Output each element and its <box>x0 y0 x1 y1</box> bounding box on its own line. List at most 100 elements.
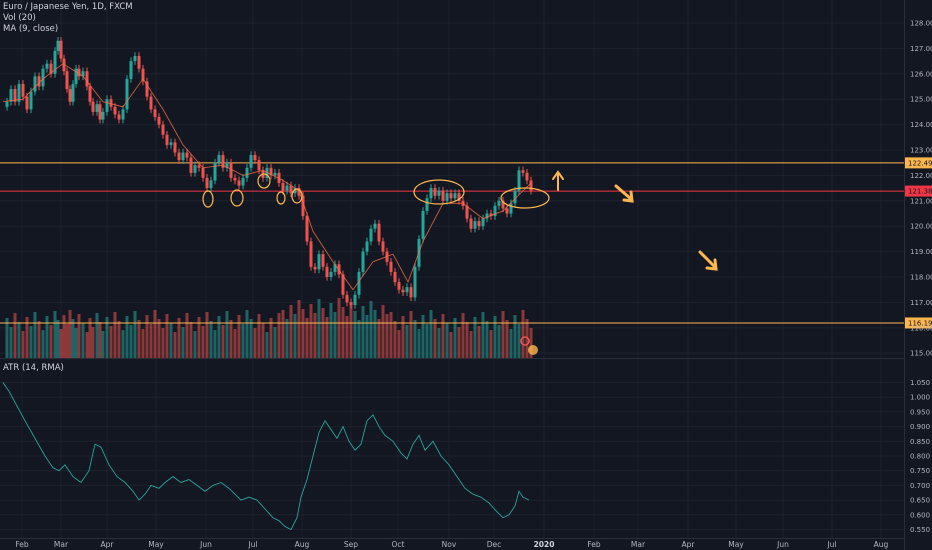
volume-bar <box>497 325 501 358</box>
candle-body <box>365 241 369 252</box>
price-tick-label: 126.000 <box>910 70 932 78</box>
candle-body <box>229 162 233 178</box>
volume-bar <box>409 311 413 358</box>
volume-bar <box>437 328 441 358</box>
candle-body <box>413 266 417 298</box>
volume-bar <box>113 312 117 358</box>
candle-body <box>393 271 397 283</box>
symbol-legend[interactable]: Euro / Japanese Yen, 1D, FXCM Vol (20) M… <box>3 2 133 35</box>
candle-body <box>161 124 165 135</box>
candle-body <box>253 155 257 161</box>
volume-bar <box>245 310 249 358</box>
volume-bar <box>95 313 99 358</box>
volume-bar <box>273 327 277 358</box>
up-arrow-icon <box>552 170 564 191</box>
volume-bar <box>269 318 273 358</box>
volume-bar <box>517 324 521 358</box>
candle-body <box>389 261 393 272</box>
candle-body <box>141 68 145 82</box>
volume-bar <box>81 323 85 358</box>
volume-bar <box>213 330 217 358</box>
candle-body <box>293 188 297 194</box>
ma-legend: MA (9, close) <box>3 24 59 34</box>
volume-bar <box>241 324 245 358</box>
volume-bar <box>25 317 29 358</box>
atr-tick-label: 0.750 <box>910 467 930 475</box>
volume-bar <box>209 321 213 358</box>
candle-body <box>189 157 193 173</box>
candle-body <box>153 109 157 117</box>
price-axis[interactable]: 128.000 127.000 126.000 125.000 124.000 123.0… <box>910 20 932 535</box>
time-tick-label: Sep <box>344 540 358 549</box>
candle-body <box>181 152 185 161</box>
volume-bar <box>49 325 53 358</box>
volume-bar <box>441 314 445 358</box>
level-label: 116.190 <box>908 319 932 327</box>
candle-body <box>5 101 9 107</box>
volume-bar <box>9 327 13 358</box>
time-tick-label: 2020 <box>534 540 555 549</box>
candle-body <box>209 180 213 189</box>
volume-bar <box>153 310 157 358</box>
candle-body <box>345 294 349 303</box>
candle-body <box>85 71 89 87</box>
volume-bar <box>389 312 393 358</box>
volume-bar <box>345 316 349 358</box>
candle-body <box>88 86 92 102</box>
volume-bar <box>53 311 57 358</box>
candle-body <box>353 294 357 305</box>
volume-bar <box>185 313 189 358</box>
candle-body <box>493 205 497 217</box>
candle-body <box>165 134 169 145</box>
price-tick-label: 125.000 <box>910 96 932 104</box>
candle-body <box>305 216 309 242</box>
volume-bar <box>77 314 81 358</box>
candle-body <box>133 56 137 62</box>
candle-body <box>68 89 72 102</box>
candle-body <box>321 254 325 267</box>
volume-bar <box>157 319 161 358</box>
volume-bar <box>473 317 477 358</box>
candle-body <box>333 264 337 272</box>
candle-body <box>441 190 445 201</box>
atr-tick-label: 0.950 <box>910 408 930 416</box>
candle-body <box>37 76 41 87</box>
candle-body <box>429 188 433 199</box>
volume-bar <box>305 318 309 358</box>
level-label-bg <box>905 317 932 329</box>
volume-bar <box>205 312 209 358</box>
circle-drawing <box>500 187 550 209</box>
circle-drawing <box>257 173 271 189</box>
candle-body <box>469 218 473 229</box>
candle-body <box>95 104 99 112</box>
volume-bar <box>165 314 169 358</box>
atr-legend[interactable]: ATR (14, RMA) <box>3 363 64 373</box>
candle-body <box>49 63 53 74</box>
time-tick-label: May <box>148 540 164 549</box>
event-marker-icon <box>520 336 530 346</box>
candle-body <box>213 162 217 181</box>
time-tick-label: Oct <box>392 540 405 549</box>
candle-body <box>29 91 33 110</box>
candle-body <box>145 81 149 97</box>
volume-bar <box>281 310 285 358</box>
candle-body <box>101 111 105 120</box>
time-tick-label: Jul <box>826 540 836 549</box>
candle-body <box>91 101 95 112</box>
candle-body <box>62 58 66 72</box>
candle-body <box>233 177 237 181</box>
volume-bar <box>381 305 385 358</box>
candle-body <box>477 221 481 227</box>
time-tick-label: Dec <box>487 540 502 549</box>
volume-bar <box>88 318 92 358</box>
volume-bar <box>68 310 72 358</box>
candle-body <box>277 172 281 184</box>
candle-body <box>465 205 469 219</box>
volume-bar <box>429 310 433 358</box>
volume-bar <box>91 327 95 358</box>
candle-body <box>56 40 60 51</box>
volume-bar <box>277 313 281 358</box>
candle-body <box>325 266 329 277</box>
volume-bar <box>133 311 137 358</box>
time-axis[interactable]: Feb Mar Apr May Jun Jul Aug Sep Oct Nov Dec 2020 Feb… <box>0 538 904 550</box>
